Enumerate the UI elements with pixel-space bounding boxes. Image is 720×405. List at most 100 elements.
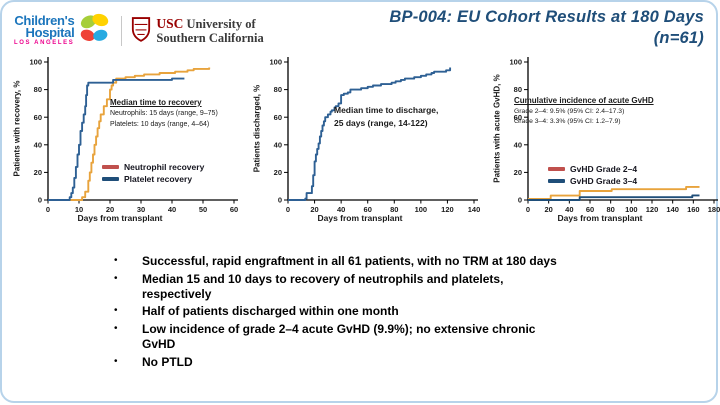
x-tick-label: 180 [708, 205, 720, 214]
y-tick-label: 20 [274, 168, 282, 177]
x-tick-label: 60 [230, 205, 238, 214]
legend-item-platelet: Platelet recovery [102, 174, 204, 184]
grade24-swatch-icon [548, 167, 565, 171]
y-tick-label: 40 [34, 140, 42, 149]
chart-discharge: Patients discharged, % 0 20 40 60 80 100 0 20 40… [246, 52, 482, 236]
legend-label: Platelet recovery [124, 174, 193, 184]
x-tick-label: 60 [364, 205, 372, 214]
usc-line2: Southern California [156, 30, 264, 45]
chla-line1: Children's [14, 13, 75, 29]
bullet-text: Successful, rapid engraftment in all 61 … [142, 254, 557, 268]
x-tick-label: 20 [310, 205, 318, 214]
chart-gvhd: Patients with acute GvHD, % 0 20 40 60 80 100… [486, 52, 720, 236]
x-tick-label: 120 [646, 205, 659, 214]
chla-line2: Hospital [25, 25, 75, 41]
bullet-text: Low incidence of grade 2–4 acute GvHD (9… [142, 322, 536, 351]
y-tick-label: 40 [514, 140, 522, 149]
discharge-plot: 0 20 40 60 80 100 0 20 40 60 80 100 120 140 [269, 57, 481, 214]
bullet-icon: • [114, 323, 118, 334]
x-tick-label: 40 [337, 205, 345, 214]
chla-line3: LOS ANGELES [14, 40, 75, 47]
recovery-annotation-heading: Median time to recovery [110, 98, 202, 107]
legend-label: GvHD Grade 3–4 [570, 176, 638, 186]
legend-item-grade24: GvHD Grade 2–4 [548, 164, 637, 174]
bullet-item: • Half of patients discharged within one… [114, 304, 606, 319]
bullet-icon: • [114, 255, 118, 266]
y-tick-label: 20 [34, 168, 42, 177]
slide-title-line2: (n=61) [653, 29, 704, 48]
gvhd-annotation-heading: Cumulative incidence of acute GvHD [514, 96, 654, 105]
bullet-icon: • [114, 305, 118, 317]
legend-label: Neutrophil recovery [124, 162, 205, 172]
x-tick-label: 60 [586, 205, 594, 214]
y-tick-label: 100 [29, 58, 42, 67]
x-tick-label: 100 [415, 205, 428, 214]
x-tick-label: 50 [199, 205, 207, 214]
gvhd-annotation-line: Grade 3–4: 3.3% (95% CI: 1.2–7.9) [514, 118, 621, 126]
summary-bullet-list: • Successful, rapid engraftment in all 6… [114, 254, 606, 372]
x-tick-label: 0 [286, 205, 290, 214]
x-tick-label: 10 [75, 205, 83, 214]
recovery-annotation: Median time to recovery Neutrophils: 15 … [110, 98, 218, 130]
gvhd-x-axis-label: Days from transplant [557, 213, 643, 223]
x-tick-label: 140 [468, 205, 481, 214]
gvhd-plot: 0 20 40 60 80 100 0 20 40 60 80 100 120 140 160 180 [509, 57, 720, 214]
x-tick-label: 0 [46, 205, 50, 214]
gvhd-annotation: Cumulative incidence of acute GvHD Grade… [514, 96, 654, 127]
recovery-annotation-line: Neutrophils: 15 days (range, 9–75) [110, 110, 218, 117]
recovery-x-axis-label: Days from transplant [77, 213, 163, 223]
x-tick-label: 40 [168, 205, 176, 214]
x-tick-label: 120 [441, 205, 454, 214]
bullet-item: • Low incidence of grade 2–4 acute GvHD … [114, 322, 606, 352]
y-tick-label: 20 [514, 168, 522, 177]
discharge-annotation-line: Median time to discharge, [334, 105, 439, 115]
bullet-icon: • [114, 272, 118, 284]
y-tick-label: 60 [274, 113, 282, 122]
y-tick-label: 80 [274, 85, 282, 94]
usc-acronym: USC [156, 16, 184, 32]
series-line-platelet-recovery [48, 77, 185, 201]
bullet-text: No PTLD [142, 354, 193, 369]
y-tick-label: 100 [509, 58, 522, 67]
legend-item-grade34: GvHD Grade 3–4 [548, 176, 637, 186]
x-tick-label: 80 [606, 205, 614, 214]
x-tick-label: 20 [544, 205, 552, 214]
slide-title-line1: BP-004: EU Cohort Results at 180 Days [389, 8, 704, 26]
y-tick-label: 80 [34, 85, 42, 94]
y-tick-label: 40 [274, 140, 282, 149]
gvhd-legend: GvHD Grade 2–4 GvHD Grade 3–4 [548, 162, 637, 188]
bullet-item: • Median 15 and 10 days to recovery of n… [114, 272, 606, 302]
x-tick-label: 160 [687, 205, 700, 214]
discharge-annotation: Median time to discharge, 25 days (range… [334, 104, 438, 130]
recovery-legend: Neutrophil recovery Platelet recovery [102, 160, 204, 186]
legend-item-neutrophil: Neutrophil recovery [102, 162, 204, 172]
grade34-swatch-icon [548, 179, 565, 183]
x-tick-label: 140 [666, 205, 679, 214]
series-line-neutrophil-recovery [48, 67, 211, 201]
series-line-gvhd-grade-3-4 [528, 194, 700, 201]
y-tick-label: 0 [518, 196, 522, 205]
series-line-discharged [288, 67, 452, 201]
y-tick-label: 60 [514, 113, 522, 122]
y-tick-label: 0 [278, 196, 282, 205]
x-tick-label: 80 [390, 205, 398, 214]
x-tick-label: 40 [565, 205, 573, 214]
discharge-x-axis-label: Days from transplant [317, 213, 403, 223]
usc-shield-icon [131, 16, 151, 47]
chart-recovery: Patients with recovery, % 0 20 40 60 80 100 0 1… [6, 52, 242, 236]
series-line-gvhd-grade-2-4 [528, 185, 700, 200]
usc-logo-text: USC University of Southern California [156, 17, 263, 44]
usc-logo: USC University of Southern California [131, 16, 264, 47]
butterfly-icon [76, 11, 112, 52]
usc-line1: University of [186, 17, 256, 32]
bullet-text: Half of patients discharged within one m… [142, 304, 399, 319]
gvhd-annotation-line: Grade 2–4: 9.5% (95% CI: 2.4–17.3) [514, 108, 625, 115]
y-tick-label: 0 [38, 196, 42, 205]
logo-bar: Children's Hospital LOS ANGELES [14, 10, 264, 52]
bullet-icon: • [114, 355, 118, 367]
recovery-annotation-line: Platelets: 10 days (range, 4–64) [110, 120, 210, 128]
y-tick-label: 80 [514, 85, 522, 94]
y-tick-label: 60 [34, 113, 42, 122]
y-tick-label: 100 [269, 58, 282, 67]
